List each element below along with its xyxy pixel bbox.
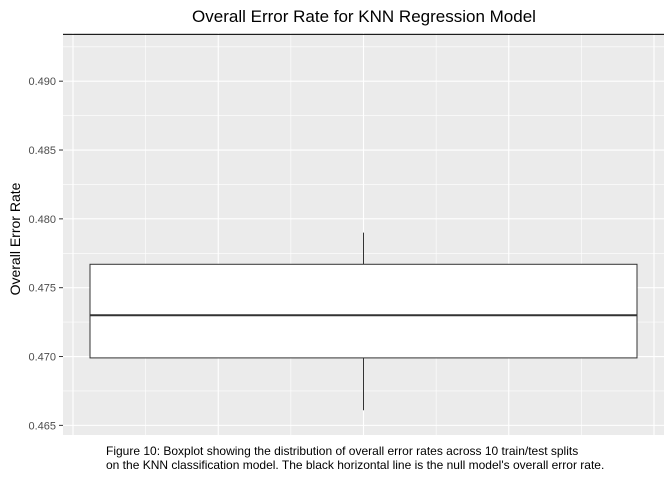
- y-tick-label: 0.465: [28, 420, 56, 432]
- y-tick-label: 0.485: [28, 145, 56, 157]
- y-tick-label: 0.470: [28, 352, 56, 364]
- y-axis-label: Overall Error Rate: [7, 182, 23, 295]
- y-tick-label: 0.475: [28, 283, 56, 295]
- figure-caption: Figure 10: Boxplot showing the distribut…: [106, 444, 666, 472]
- y-tick-label: 0.480: [28, 214, 56, 226]
- caption-line-2: on the KNN classification model. The bla…: [106, 458, 605, 472]
- boxplot-chart: Overall Error Rate for KNN Regression Mo…: [7, 7, 664, 435]
- y-tick-label: 0.490: [28, 76, 56, 88]
- plot-area: 0.465 0.470 0.475 0.480 0.485 0.490: [28, 33, 664, 435]
- caption-line-1: Figure 10: Boxplot showing the distribut…: [106, 444, 579, 458]
- iqr-box: [89, 263, 638, 359]
- chart-title: Overall Error Rate for KNN Regression Mo…: [192, 7, 536, 26]
